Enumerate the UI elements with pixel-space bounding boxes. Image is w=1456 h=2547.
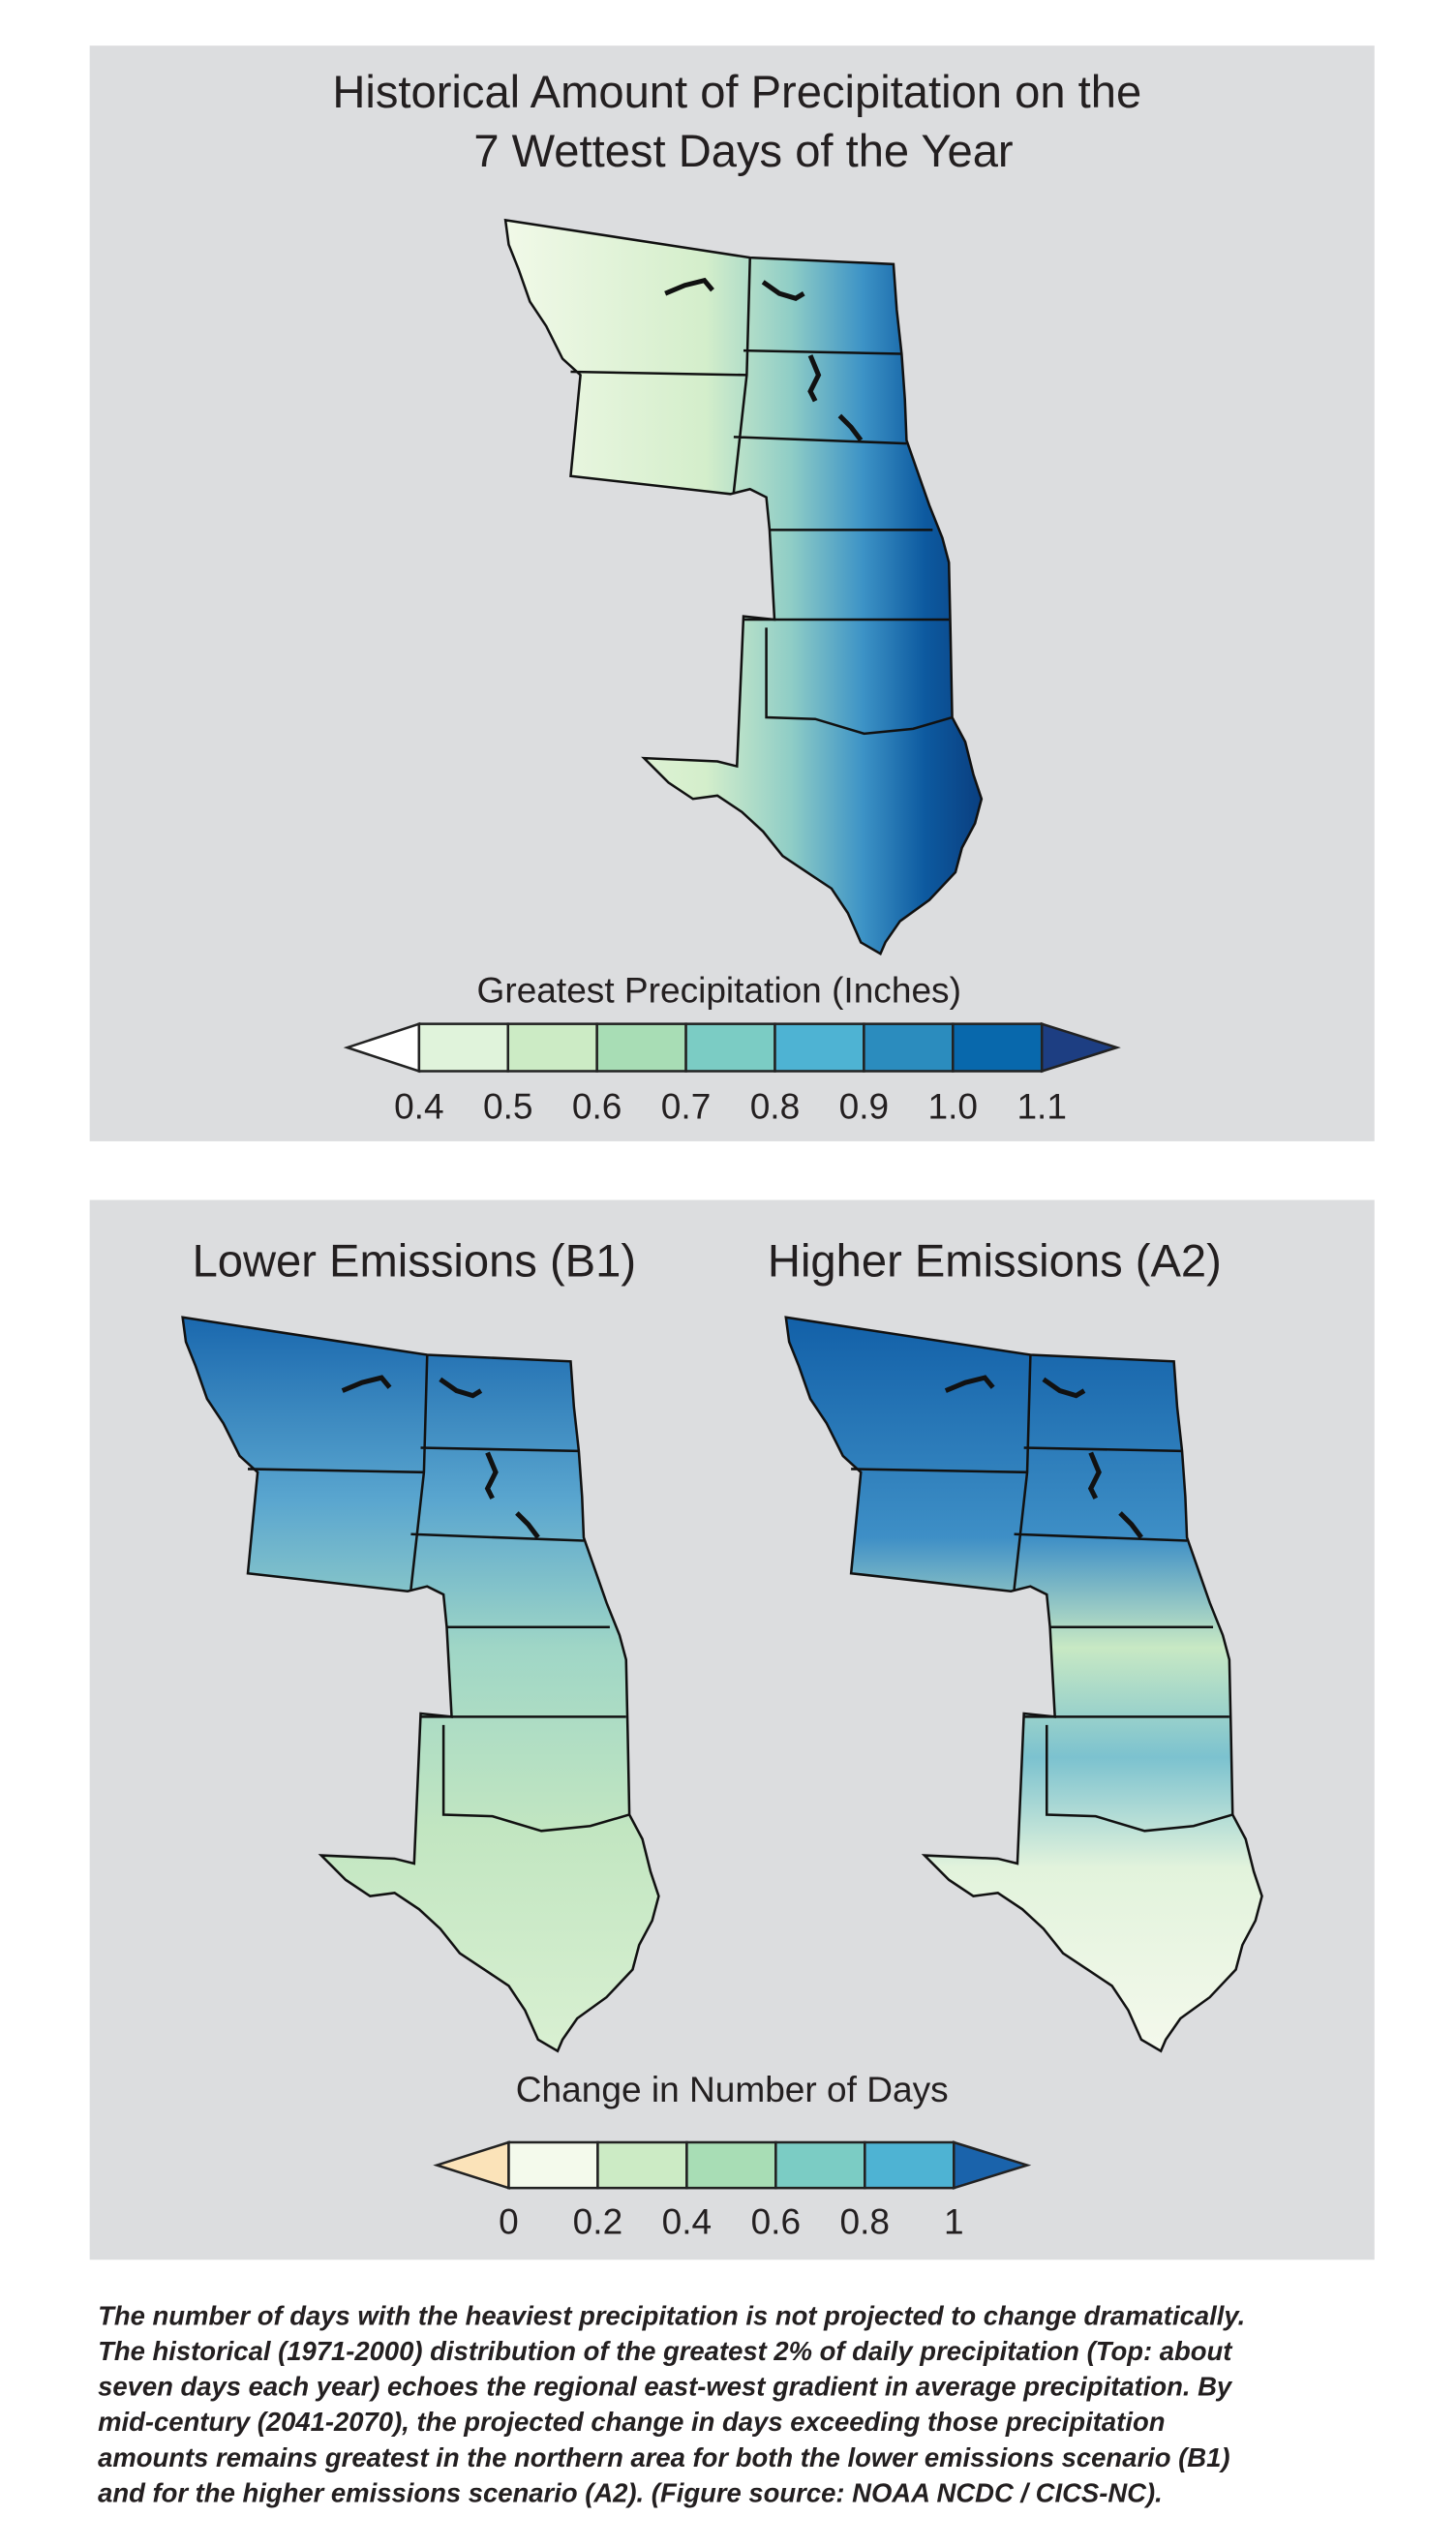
- colorbar-tick: 0.7: [661, 1085, 712, 1126]
- title: 7 Wettest Days of the Year: [473, 125, 1013, 176]
- map-title: Lower Emissions (B1): [193, 1235, 636, 1287]
- map-title: Higher Emissions (A2): [768, 1235, 1222, 1287]
- colorbar-tick: 0.6: [751, 2200, 802, 2241]
- caption: The number of days with the heaviest pre…: [98, 2301, 1245, 2508]
- colorbar-box: [952, 1022, 1044, 1073]
- colorbar-box: [685, 2140, 777, 2190]
- caption-line: mid-century (2041-2070), the projected c…: [98, 2407, 1165, 2437]
- top-panel: [89, 45, 1375, 1141]
- colorbar-tick: 0.8: [750, 1085, 801, 1126]
- colorbar-box: [507, 2140, 599, 2190]
- colorbar-tick: 1.0: [928, 1085, 979, 1126]
- colorbar-box: [595, 1022, 687, 1073]
- colorbar-box: [864, 2140, 956, 2190]
- colorbar-tick: 0.6: [572, 1085, 622, 1126]
- colorbar-tick: 0.4: [394, 1085, 444, 1126]
- colorbar-tick: 0.9: [839, 1085, 890, 1126]
- colorbar-box: [506, 1022, 598, 1073]
- colorbar-tick: 1.1: [1016, 1085, 1067, 1126]
- colorbar-box: [774, 2140, 866, 2190]
- colorbar-box: [417, 1022, 510, 1073]
- colorbar-tick: 1: [944, 2200, 964, 2241]
- colorbar-box: [863, 1022, 955, 1073]
- colorbar-box: [596, 2140, 688, 2190]
- colorbar-box: [684, 1022, 776, 1073]
- caption-line: seven days each year) echoes the regiona…: [98, 2372, 1233, 2402]
- colorbar-tick: 0.5: [483, 1085, 533, 1126]
- caption-line: The historical (1971-2000) distribution …: [98, 2336, 1233, 2366]
- caption-line: The number of days with the heaviest pre…: [98, 2301, 1245, 2331]
- colorbar-box: [774, 1022, 865, 1073]
- colorbar-tick: 0: [499, 2200, 519, 2241]
- caption-line: amounts remains greatest in the northern…: [98, 2442, 1229, 2472]
- caption-line: and for the higher emissions scenario (A…: [98, 2477, 1163, 2507]
- title: Historical Amount of Precipitation on th…: [332, 66, 1141, 117]
- colorbar-tick: 0.8: [840, 2200, 891, 2241]
- colorbar-tick: 0.4: [662, 2200, 713, 2241]
- colorbar-label: Greatest Precipitation (Inches): [477, 970, 961, 1011]
- colorbar-label: Change in Number of Days: [516, 2069, 949, 2109]
- colorbar-tick: 0.2: [573, 2200, 623, 2241]
